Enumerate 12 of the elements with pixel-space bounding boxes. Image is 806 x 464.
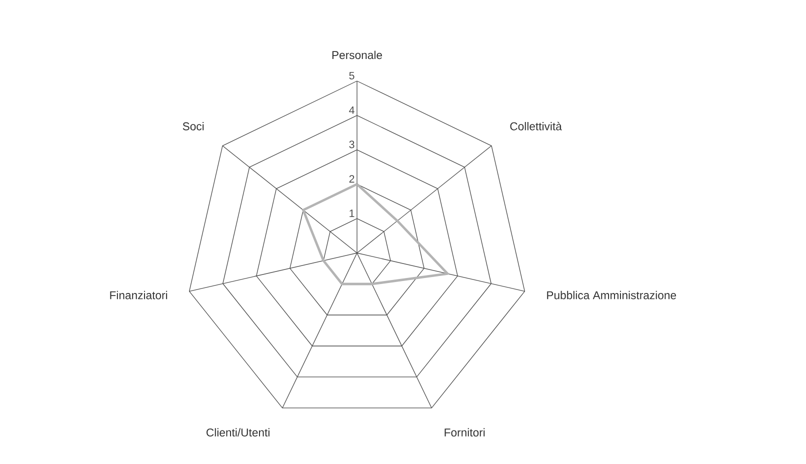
spoke-label: Fornitori <box>444 428 485 436</box>
spoke-label: Clienti/Utenti <box>206 428 270 436</box>
y-tick-label: 3 <box>349 140 354 148</box>
y-tick-label: 5 <box>349 72 354 80</box>
spoke-label: Collettività <box>510 122 562 130</box>
y-tick-label: 4 <box>349 106 354 114</box>
spoke-label: Personale <box>332 50 382 60</box>
y-tick-label: 1 <box>350 210 354 217</box>
spoke-label: Soci <box>182 122 204 130</box>
y-tick-label: 2 <box>349 175 354 183</box>
spoke-label: Pubblica Amministrazione <box>547 290 676 300</box>
spoke-label: Finanziatori <box>110 290 168 300</box>
